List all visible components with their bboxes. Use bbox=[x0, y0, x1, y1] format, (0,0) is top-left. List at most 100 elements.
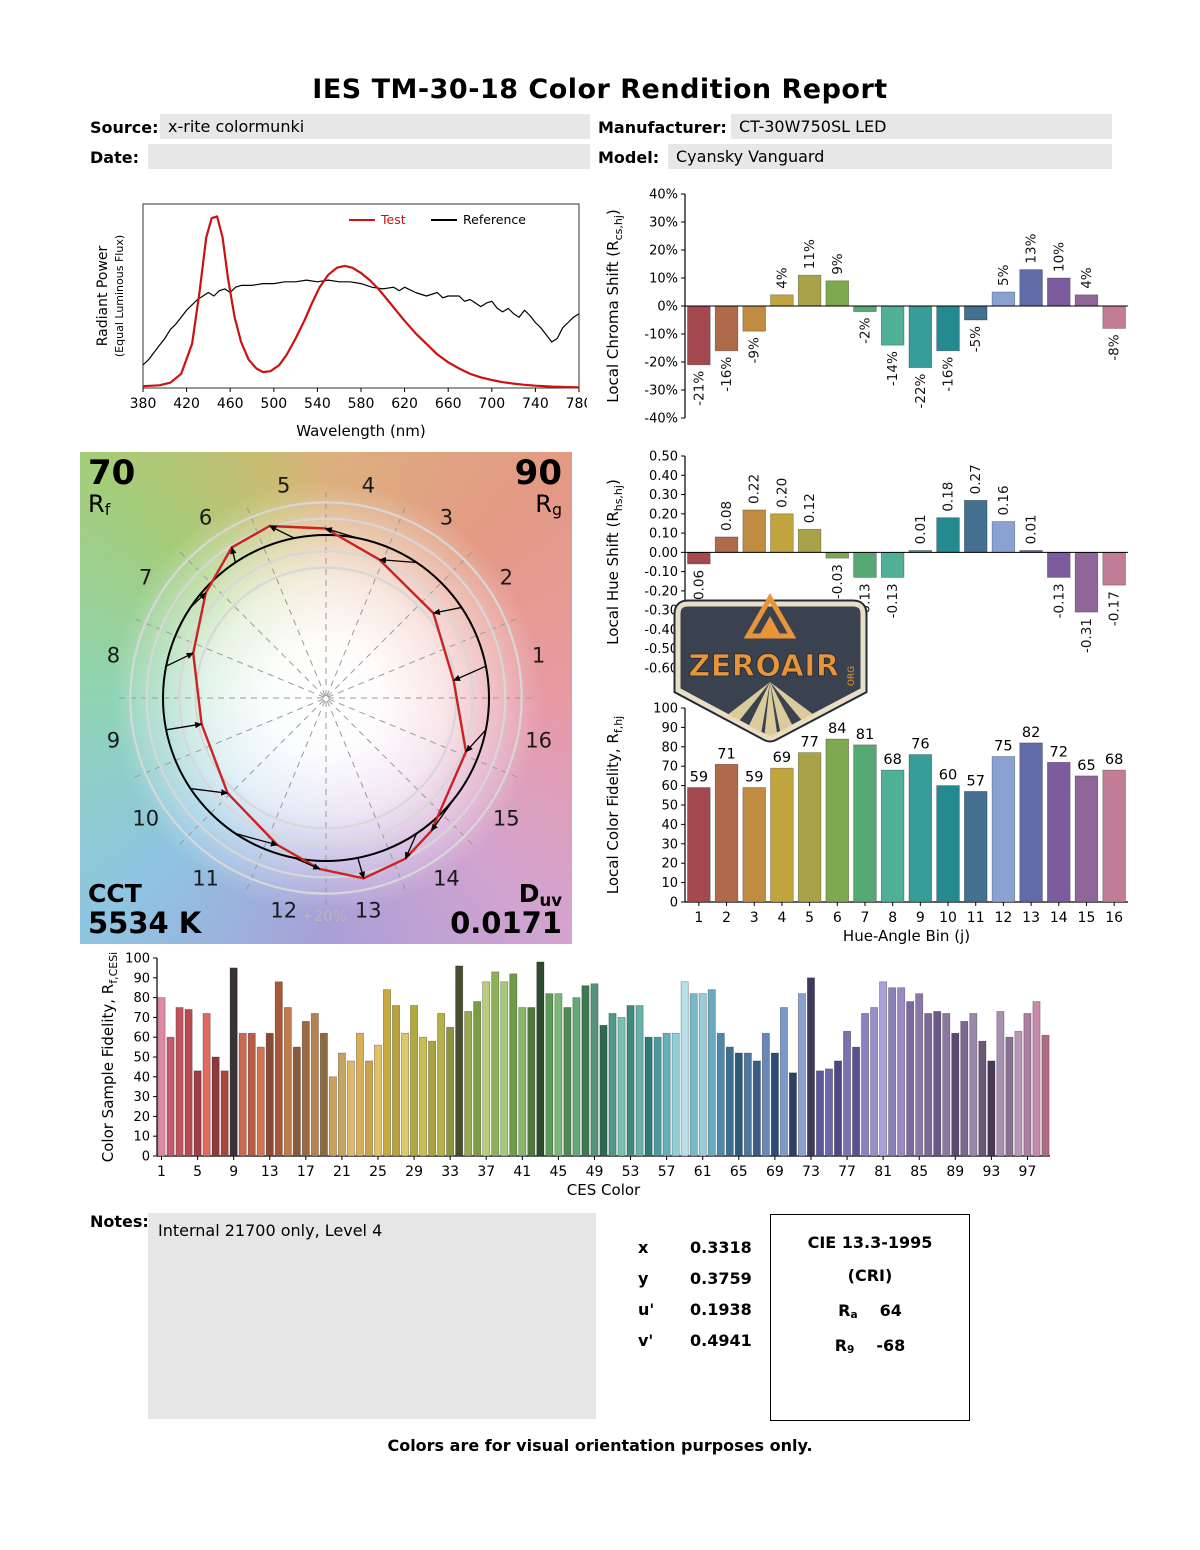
svg-text:-0.06: -0.06 bbox=[691, 570, 707, 605]
svg-text:10: 10 bbox=[132, 806, 159, 830]
zeroair-logo: ZEROAIR ORG bbox=[668, 592, 873, 744]
svg-text:33: 33 bbox=[441, 1164, 459, 1180]
svg-text:-30%: -30% bbox=[644, 384, 678, 399]
svg-text:57: 57 bbox=[966, 773, 984, 789]
svg-text:Radiant Power: Radiant Power bbox=[95, 246, 111, 347]
svg-text:0.00: 0.00 bbox=[649, 546, 678, 561]
coord-row-v: v' 0.4941 bbox=[638, 1331, 752, 1350]
svg-text:13: 13 bbox=[1022, 910, 1040, 926]
svg-text:82: 82 bbox=[1022, 725, 1040, 741]
svg-text:85: 85 bbox=[910, 1164, 928, 1180]
svg-text:81: 81 bbox=[856, 727, 874, 743]
svg-text:0.27: 0.27 bbox=[968, 464, 984, 494]
svg-text:10: 10 bbox=[661, 876, 678, 891]
svg-text:65: 65 bbox=[730, 1164, 748, 1180]
svg-text:97: 97 bbox=[1019, 1164, 1037, 1180]
svg-text:4: 4 bbox=[362, 473, 375, 497]
svg-text:-8%: -8% bbox=[1107, 334, 1123, 360]
svg-text:460: 460 bbox=[217, 396, 244, 412]
color-vector-graphic: 1 2 3 4 5 6 7 8 9 10 11 12 13 14 15 16 +20% 70 Rf 90 Rg … bbox=[80, 452, 572, 944]
svg-text:4%: 4% bbox=[1079, 267, 1095, 289]
svg-text:-0.50: -0.50 bbox=[644, 642, 678, 657]
svg-text:9: 9 bbox=[107, 728, 120, 752]
logo-text: ZEROAIR bbox=[688, 649, 839, 684]
svg-text:60: 60 bbox=[133, 1031, 150, 1046]
svg-text:9: 9 bbox=[916, 910, 925, 926]
cct-label: CCT bbox=[88, 879, 142, 909]
svg-text:Local Chroma Shift (Rcs,hj): Local Chroma Shift (Rcs,hj) bbox=[604, 209, 625, 403]
cri-ra: Ra 64 bbox=[838, 1301, 902, 1322]
svg-text:8: 8 bbox=[107, 644, 120, 668]
svg-text:-0.31: -0.31 bbox=[1079, 618, 1095, 653]
svg-text:61: 61 bbox=[694, 1164, 712, 1180]
svg-text:0.30: 0.30 bbox=[649, 488, 678, 503]
svg-text:380: 380 bbox=[130, 396, 157, 412]
report-title: IES TM-30-18 Color Rendition Report bbox=[312, 74, 888, 105]
svg-text:0: 0 bbox=[670, 896, 678, 911]
rg-symbol: Rg bbox=[535, 489, 562, 520]
svg-text:Local Hue Shift (Rhs,hj): Local Hue Shift (Rhs,hj) bbox=[604, 479, 625, 645]
svg-text:0.01: 0.01 bbox=[1024, 514, 1040, 544]
svg-text:-5%: -5% bbox=[968, 326, 984, 352]
svg-text:50: 50 bbox=[661, 799, 678, 814]
svg-text:-0.03: -0.03 bbox=[830, 564, 846, 599]
coord-row-u: u' 0.1938 bbox=[638, 1300, 752, 1319]
svg-text:53: 53 bbox=[622, 1164, 640, 1180]
coord-row-x: x 0.3318 bbox=[638, 1238, 752, 1257]
svg-text:16: 16 bbox=[1105, 910, 1123, 926]
svg-text:12: 12 bbox=[270, 899, 297, 923]
manufacturer-value: CT-30W750SL LED bbox=[731, 114, 1112, 139]
svg-text:7: 7 bbox=[861, 910, 870, 926]
svg-text:75: 75 bbox=[994, 739, 1012, 755]
svg-text:2: 2 bbox=[722, 910, 731, 926]
svg-text:10%: 10% bbox=[1051, 242, 1067, 272]
manufacturer-label: Manufacturer: bbox=[598, 118, 727, 137]
logo-suffix: ORG bbox=[847, 666, 857, 686]
svg-text:9: 9 bbox=[229, 1164, 238, 1180]
svg-text:-16%: -16% bbox=[941, 357, 957, 392]
svg-text:Color Sample Fidelity, Rf,CESi: Color Sample Fidelity, Rf,CESi bbox=[99, 952, 120, 1163]
svg-text:Reference: Reference bbox=[463, 212, 526, 227]
svg-text:-0.40: -0.40 bbox=[644, 623, 678, 638]
svg-text:1: 1 bbox=[532, 644, 545, 668]
logo-mountain-icon bbox=[743, 593, 797, 639]
svg-text:(Equal Luminous Flux): (Equal Luminous Flux) bbox=[113, 235, 126, 357]
svg-text:660: 660 bbox=[435, 396, 462, 412]
svg-text:10%: 10% bbox=[649, 272, 678, 287]
svg-text:60: 60 bbox=[939, 768, 957, 784]
svg-text:10: 10 bbox=[939, 910, 957, 926]
svg-text:9%: 9% bbox=[830, 253, 846, 275]
svg-text:5: 5 bbox=[277, 473, 290, 497]
svg-text:84: 84 bbox=[828, 721, 846, 737]
svg-text:1: 1 bbox=[694, 910, 703, 926]
model-label: Model: bbox=[598, 148, 660, 167]
svg-text:620: 620 bbox=[391, 396, 418, 412]
svg-text:30: 30 bbox=[661, 837, 678, 852]
svg-text:81: 81 bbox=[874, 1164, 892, 1180]
svg-text:-0.20: -0.20 bbox=[644, 584, 678, 599]
svg-text:500: 500 bbox=[260, 396, 287, 412]
svg-text:65: 65 bbox=[1077, 758, 1095, 774]
svg-text:16: 16 bbox=[525, 728, 552, 752]
svg-text:700: 700 bbox=[478, 396, 505, 412]
svg-text:0%: 0% bbox=[657, 300, 678, 315]
rg-value: 90 bbox=[514, 453, 562, 493]
svg-text:41: 41 bbox=[513, 1164, 531, 1180]
svg-text:13: 13 bbox=[355, 899, 382, 923]
svg-text:-0.60: -0.60 bbox=[644, 662, 678, 677]
svg-text:100: 100 bbox=[125, 952, 150, 967]
rf-value: 70 bbox=[88, 453, 136, 493]
svg-text:30%: 30% bbox=[649, 216, 678, 231]
svg-text:0.50: 0.50 bbox=[649, 450, 678, 465]
source-label: Source: bbox=[90, 118, 159, 137]
svg-text:0.12: 0.12 bbox=[802, 493, 818, 523]
svg-text:71: 71 bbox=[717, 746, 735, 762]
svg-text:14: 14 bbox=[1050, 910, 1068, 926]
svg-text:-0.30: -0.30 bbox=[644, 604, 678, 619]
svg-text:29: 29 bbox=[405, 1164, 423, 1180]
svg-text:420: 420 bbox=[173, 396, 200, 412]
svg-text:17: 17 bbox=[297, 1164, 315, 1180]
svg-text:4: 4 bbox=[777, 910, 786, 926]
